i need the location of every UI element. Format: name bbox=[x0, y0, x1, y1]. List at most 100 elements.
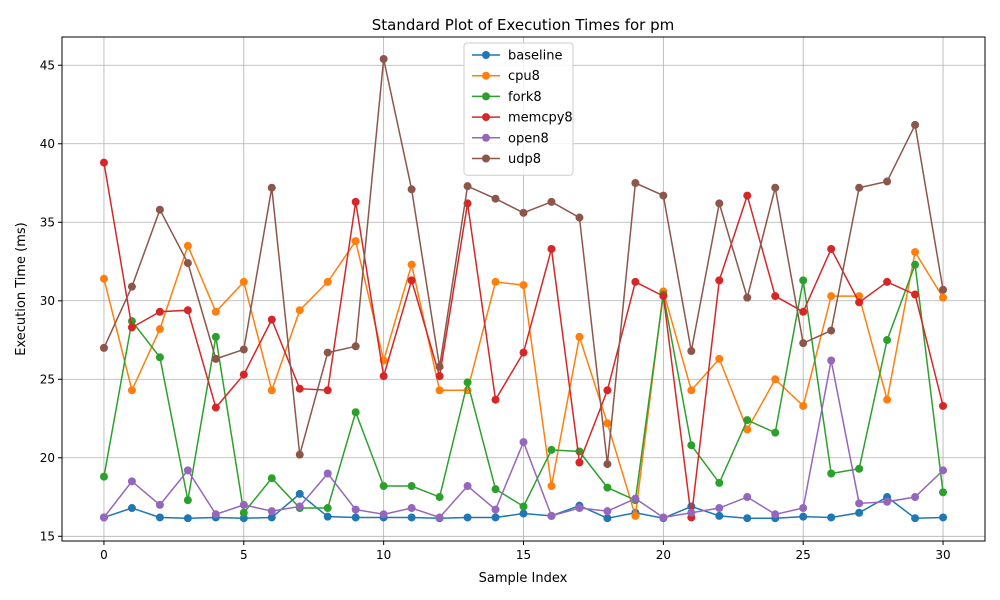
data-point-fork8 bbox=[855, 464, 864, 473]
data-point-udp8 bbox=[491, 194, 500, 203]
data-point-fork8 bbox=[99, 472, 108, 481]
data-point-udp8 bbox=[771, 183, 780, 192]
data-point-baseline bbox=[463, 513, 472, 522]
data-point-open8 bbox=[659, 513, 668, 522]
data-point-open8 bbox=[715, 504, 724, 513]
data-point-baseline bbox=[183, 514, 192, 523]
data-point-memcpy8 bbox=[575, 458, 584, 467]
data-point-fork8 bbox=[883, 336, 892, 345]
data-point-fork8 bbox=[547, 445, 556, 454]
data-point-fork8 bbox=[239, 508, 248, 517]
data-point-udp8 bbox=[407, 185, 416, 194]
data-point-baseline bbox=[519, 509, 528, 518]
data-point-open8 bbox=[99, 513, 108, 522]
data-point-memcpy8 bbox=[939, 401, 948, 410]
legend-marker bbox=[482, 133, 490, 142]
data-point-memcpy8 bbox=[631, 277, 640, 286]
data-point-baseline bbox=[911, 514, 920, 523]
data-point-cpu8 bbox=[127, 386, 136, 395]
data-point-fork8 bbox=[491, 485, 500, 494]
data-point-udp8 bbox=[575, 213, 584, 222]
data-point-fork8 bbox=[939, 488, 948, 497]
data-point-memcpy8 bbox=[323, 386, 332, 395]
data-point-udp8 bbox=[351, 342, 360, 351]
data-point-cpu8 bbox=[575, 332, 584, 341]
data-point-open8 bbox=[351, 505, 360, 514]
x-tick-label: 10 bbox=[376, 548, 391, 562]
x-tick-label: 20 bbox=[656, 548, 671, 562]
data-point-fork8 bbox=[155, 353, 164, 362]
data-point-memcpy8 bbox=[855, 298, 864, 307]
data-point-memcpy8 bbox=[659, 292, 668, 301]
y-tick-label: 20 bbox=[40, 451, 55, 465]
data-point-open8 bbox=[519, 438, 528, 447]
data-point-open8 bbox=[687, 508, 696, 517]
y-tick-label: 40 bbox=[40, 137, 55, 151]
series-cpu8 bbox=[99, 237, 948, 520]
data-point-fork8 bbox=[519, 502, 528, 511]
data-point-cpu8 bbox=[239, 277, 248, 286]
data-point-fork8 bbox=[435, 493, 444, 502]
data-point-open8 bbox=[743, 493, 752, 502]
data-point-udp8 bbox=[603, 460, 612, 469]
data-point-cpu8 bbox=[547, 482, 556, 491]
data-point-memcpy8 bbox=[715, 276, 724, 285]
data-point-udp8 bbox=[127, 282, 136, 291]
data-point-cpu8 bbox=[883, 395, 892, 404]
legend-label: udp8 bbox=[508, 152, 541, 167]
x-tick-label: 0 bbox=[100, 548, 108, 562]
data-point-open8 bbox=[771, 510, 780, 519]
data-point-baseline bbox=[267, 513, 276, 522]
data-point-baseline bbox=[799, 512, 808, 521]
data-point-memcpy8 bbox=[491, 395, 500, 404]
legend-label: baseline bbox=[508, 49, 562, 64]
data-point-memcpy8 bbox=[351, 197, 360, 206]
data-point-cpu8 bbox=[603, 419, 612, 428]
data-point-open8 bbox=[883, 497, 892, 506]
data-point-baseline bbox=[239, 514, 248, 523]
data-point-open8 bbox=[155, 500, 164, 509]
data-point-cpu8 bbox=[519, 281, 528, 290]
data-point-fork8 bbox=[715, 478, 724, 487]
data-point-memcpy8 bbox=[127, 323, 136, 332]
data-point-fork8 bbox=[463, 378, 472, 387]
data-point-cpu8 bbox=[183, 241, 192, 250]
data-point-open8 bbox=[547, 511, 556, 520]
data-point-baseline bbox=[939, 513, 948, 522]
data-point-fork8 bbox=[211, 332, 220, 341]
data-point-baseline bbox=[855, 508, 864, 517]
x-tick-label: 5 bbox=[240, 548, 248, 562]
data-point-udp8 bbox=[211, 354, 220, 363]
data-point-open8 bbox=[575, 504, 584, 513]
data-point-baseline bbox=[351, 513, 360, 522]
data-point-open8 bbox=[239, 500, 248, 509]
x-tick-label: 15 bbox=[516, 548, 531, 562]
legend-label: open8 bbox=[508, 131, 549, 146]
legend-marker bbox=[482, 71, 490, 80]
data-point-open8 bbox=[323, 469, 332, 478]
series-layer bbox=[99, 54, 948, 523]
data-point-udp8 bbox=[183, 259, 192, 268]
series-open8 bbox=[99, 356, 948, 522]
data-point-fork8 bbox=[799, 276, 808, 285]
data-point-cpu8 bbox=[911, 248, 920, 257]
data-point-udp8 bbox=[715, 199, 724, 208]
data-point-udp8 bbox=[547, 197, 556, 206]
data-point-memcpy8 bbox=[603, 386, 612, 395]
data-point-open8 bbox=[491, 505, 500, 514]
legend-marker bbox=[482, 51, 490, 59]
y-tick-label: 25 bbox=[40, 372, 55, 386]
data-point-udp8 bbox=[687, 347, 696, 356]
data-point-memcpy8 bbox=[267, 315, 276, 324]
data-point-cpu8 bbox=[155, 325, 164, 334]
data-point-udp8 bbox=[99, 343, 108, 352]
data-point-memcpy8 bbox=[407, 276, 416, 285]
legend-item-baseline: baseline bbox=[472, 49, 562, 64]
legend-marker bbox=[482, 92, 490, 101]
legend-item-udp8: udp8 bbox=[472, 152, 541, 167]
data-point-baseline bbox=[155, 513, 164, 522]
data-point-udp8 bbox=[267, 183, 276, 192]
data-point-udp8 bbox=[295, 450, 304, 459]
data-point-baseline bbox=[491, 513, 500, 522]
